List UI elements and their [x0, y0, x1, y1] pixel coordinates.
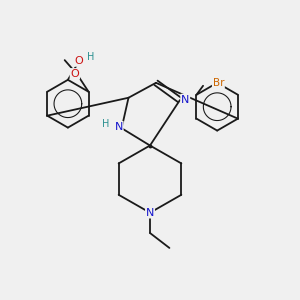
Text: N: N [115, 122, 123, 132]
Text: Br: Br [213, 78, 224, 88]
Text: H: H [87, 52, 94, 61]
Text: N: N [181, 94, 189, 104]
Text: N: N [146, 208, 154, 218]
Text: O: O [70, 69, 79, 79]
Text: O: O [74, 56, 83, 66]
Text: H: H [102, 119, 110, 129]
